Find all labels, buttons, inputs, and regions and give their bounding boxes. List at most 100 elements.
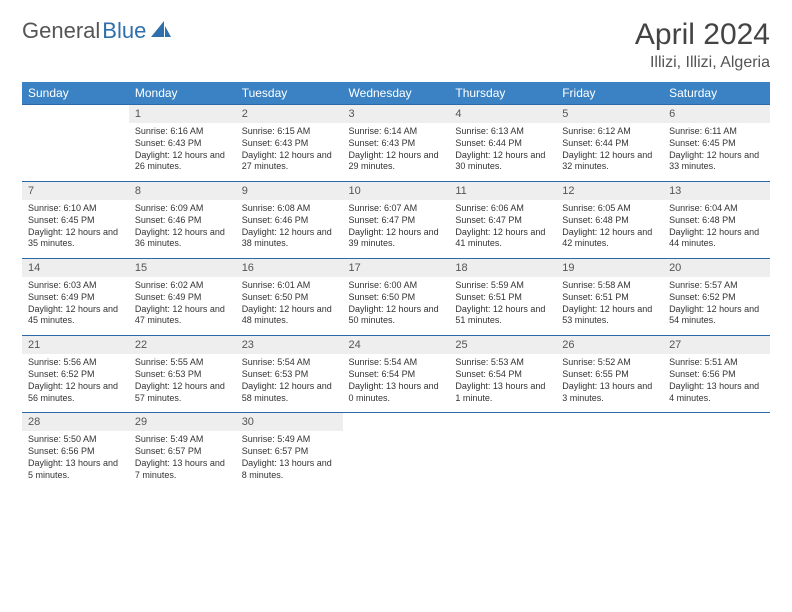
daylight-text: Daylight: 12 hours and 58 minutes. <box>242 381 337 404</box>
sunrise-text: Sunrise: 5:49 AM <box>242 434 337 446</box>
sunrise-text: Sunrise: 6:02 AM <box>135 280 230 292</box>
day-detail-row: Sunrise: 6:10 AMSunset: 6:45 PMDaylight:… <box>22 200 770 258</box>
daylight-text: Daylight: 12 hours and 32 minutes. <box>562 150 657 173</box>
sunset-text: Sunset: 6:52 PM <box>669 292 764 304</box>
month-title: April 2024 <box>635 18 770 52</box>
day-number-cell: 1 <box>129 105 236 124</box>
daylight-text: Daylight: 12 hours and 57 minutes. <box>135 381 230 404</box>
daylight-text: Daylight: 12 hours and 35 minutes. <box>28 227 123 250</box>
sunset-text: Sunset: 6:57 PM <box>242 446 337 458</box>
sunset-text: Sunset: 6:48 PM <box>562 215 657 227</box>
daylight-text: Daylight: 12 hours and 44 minutes. <box>669 227 764 250</box>
day-number-row: 14151617181920 <box>22 259 770 278</box>
day-number-row: 123456 <box>22 105 770 124</box>
sunset-text: Sunset: 6:45 PM <box>28 215 123 227</box>
sunset-text: Sunset: 6:43 PM <box>242 138 337 150</box>
brand-logo: General Blue <box>22 18 172 44</box>
sunset-text: Sunset: 6:53 PM <box>242 369 337 381</box>
day-detail-cell: Sunrise: 5:59 AMSunset: 6:51 PMDaylight:… <box>449 277 556 335</box>
brand-part2: Blue <box>102 18 146 44</box>
sunrise-text: Sunrise: 6:14 AM <box>349 126 444 138</box>
daylight-text: Daylight: 12 hours and 36 minutes. <box>135 227 230 250</box>
day-detail-cell: Sunrise: 5:54 AMSunset: 6:53 PMDaylight:… <box>236 354 343 412</box>
sunset-text: Sunset: 6:47 PM <box>349 215 444 227</box>
day-number-row: 282930 <box>22 413 770 432</box>
daylight-text: Daylight: 12 hours and 41 minutes. <box>455 227 550 250</box>
daylight-text: Daylight: 12 hours and 54 minutes. <box>669 304 764 327</box>
sunrise-text: Sunrise: 6:13 AM <box>455 126 550 138</box>
day-number-cell: 19 <box>556 259 663 278</box>
daylight-text: Daylight: 12 hours and 56 minutes. <box>28 381 123 404</box>
daylight-text: Daylight: 13 hours and 0 minutes. <box>349 381 444 404</box>
day-detail-cell: Sunrise: 6:12 AMSunset: 6:44 PMDaylight:… <box>556 123 663 181</box>
sunset-text: Sunset: 6:51 PM <box>455 292 550 304</box>
weekday-header: Tuesday <box>236 82 343 105</box>
sunset-text: Sunset: 6:50 PM <box>349 292 444 304</box>
sunset-text: Sunset: 6:43 PM <box>349 138 444 150</box>
daylight-text: Daylight: 12 hours and 33 minutes. <box>669 150 764 173</box>
day-detail-cell: Sunrise: 6:01 AMSunset: 6:50 PMDaylight:… <box>236 277 343 335</box>
sunrise-text: Sunrise: 5:57 AM <box>669 280 764 292</box>
title-block: April 2024 Illizi, Illizi, Algeria <box>635 18 770 72</box>
day-detail-cell: Sunrise: 5:51 AMSunset: 6:56 PMDaylight:… <box>663 354 770 412</box>
day-detail-cell: Sunrise: 5:49 AMSunset: 6:57 PMDaylight:… <box>129 431 236 489</box>
weekday-header: Wednesday <box>343 82 450 105</box>
day-detail-cell: Sunrise: 6:08 AMSunset: 6:46 PMDaylight:… <box>236 200 343 258</box>
daylight-text: Daylight: 12 hours and 48 minutes. <box>242 304 337 327</box>
daylight-text: Daylight: 12 hours and 47 minutes. <box>135 304 230 327</box>
sunset-text: Sunset: 6:46 PM <box>242 215 337 227</box>
daylight-text: Daylight: 12 hours and 30 minutes. <box>455 150 550 173</box>
sunrise-text: Sunrise: 5:59 AM <box>455 280 550 292</box>
sunrise-text: Sunrise: 5:50 AM <box>28 434 123 446</box>
day-detail-cell <box>343 431 450 489</box>
day-number-cell: 16 <box>236 259 343 278</box>
sunrise-text: Sunrise: 5:51 AM <box>669 357 764 369</box>
sunset-text: Sunset: 6:54 PM <box>349 369 444 381</box>
brand-part1: General <box>22 18 100 44</box>
sunrise-text: Sunrise: 5:53 AM <box>455 357 550 369</box>
day-number-cell: 22 <box>129 336 236 355</box>
day-number-cell: 23 <box>236 336 343 355</box>
day-number-cell: 20 <box>663 259 770 278</box>
sunrise-text: Sunrise: 6:09 AM <box>135 203 230 215</box>
day-detail-cell <box>556 431 663 489</box>
day-detail-cell: Sunrise: 6:07 AMSunset: 6:47 PMDaylight:… <box>343 200 450 258</box>
day-detail-cell: Sunrise: 6:10 AMSunset: 6:45 PMDaylight:… <box>22 200 129 258</box>
weekday-header: Thursday <box>449 82 556 105</box>
daylight-text: Daylight: 12 hours and 50 minutes. <box>349 304 444 327</box>
sunrise-text: Sunrise: 6:00 AM <box>349 280 444 292</box>
day-number-cell: 24 <box>343 336 450 355</box>
sunset-text: Sunset: 6:49 PM <box>135 292 230 304</box>
daylight-text: Daylight: 13 hours and 7 minutes. <box>135 458 230 481</box>
day-number-cell: 11 <box>449 182 556 201</box>
daylight-text: Daylight: 13 hours and 8 minutes. <box>242 458 337 481</box>
sunset-text: Sunset: 6:45 PM <box>669 138 764 150</box>
day-detail-cell: Sunrise: 5:50 AMSunset: 6:56 PMDaylight:… <box>22 431 129 489</box>
daylight-text: Daylight: 12 hours and 45 minutes. <box>28 304 123 327</box>
day-number-cell <box>663 413 770 432</box>
day-number-cell: 5 <box>556 105 663 124</box>
daylight-text: Daylight: 13 hours and 5 minutes. <box>28 458 123 481</box>
sunset-text: Sunset: 6:50 PM <box>242 292 337 304</box>
sunset-text: Sunset: 6:52 PM <box>28 369 123 381</box>
daylight-text: Daylight: 12 hours and 26 minutes. <box>135 150 230 173</box>
day-number-cell: 13 <box>663 182 770 201</box>
sunrise-text: Sunrise: 6:04 AM <box>669 203 764 215</box>
sunrise-text: Sunrise: 6:11 AM <box>669 126 764 138</box>
weekday-header: Saturday <box>663 82 770 105</box>
sunset-text: Sunset: 6:55 PM <box>562 369 657 381</box>
sunrise-text: Sunrise: 6:06 AM <box>455 203 550 215</box>
day-number-cell: 12 <box>556 182 663 201</box>
weekday-header: Sunday <box>22 82 129 105</box>
daylight-text: Daylight: 12 hours and 38 minutes. <box>242 227 337 250</box>
sunset-text: Sunset: 6:56 PM <box>669 369 764 381</box>
weekday-header-row: Sunday Monday Tuesday Wednesday Thursday… <box>22 82 770 105</box>
daylight-text: Daylight: 12 hours and 29 minutes. <box>349 150 444 173</box>
day-detail-row: Sunrise: 6:16 AMSunset: 6:43 PMDaylight:… <box>22 123 770 181</box>
sunrise-text: Sunrise: 6:05 AM <box>562 203 657 215</box>
sunset-text: Sunset: 6:48 PM <box>669 215 764 227</box>
day-number-cell: 9 <box>236 182 343 201</box>
day-number-cell: 17 <box>343 259 450 278</box>
sunrise-text: Sunrise: 6:12 AM <box>562 126 657 138</box>
day-detail-cell: Sunrise: 5:57 AMSunset: 6:52 PMDaylight:… <box>663 277 770 335</box>
